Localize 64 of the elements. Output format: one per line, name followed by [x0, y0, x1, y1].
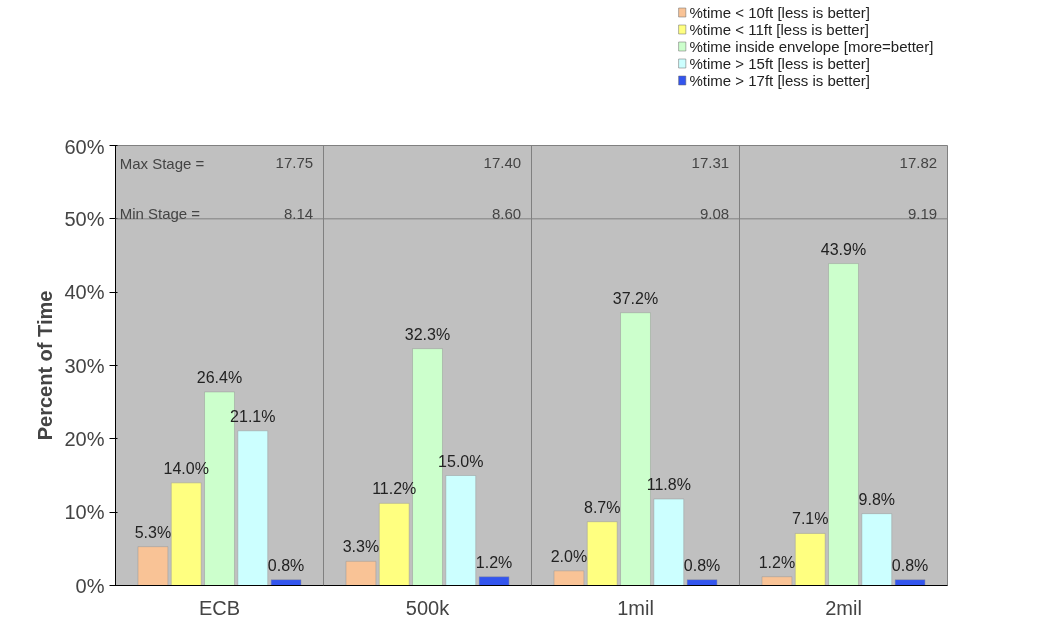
y-tick-label: 10% [64, 501, 105, 524]
legend-label: %time > 17ft [less is better] [689, 72, 870, 89]
bar [237, 430, 269, 586]
data-label: 0.8% [891, 556, 929, 574]
data-label: 5.3% [134, 523, 172, 541]
data-label: 11.8% [646, 475, 691, 493]
legend-label: %time < 11ft [less is better] [689, 21, 869, 38]
bar [478, 576, 510, 586]
annotation: Min Stage = [119, 205, 201, 223]
data-label: 43.9% [820, 240, 867, 258]
y-tick-label: 30% [64, 354, 105, 377]
annotation: 8.60 [491, 204, 522, 222]
data-label: 8.7% [583, 498, 621, 516]
annotation: 17.82 [899, 154, 938, 172]
bar [586, 521, 618, 586]
annotation: 17.40 [483, 154, 522, 172]
bar [653, 498, 685, 586]
bar [345, 561, 377, 586]
data-label: 26.4% [196, 368, 243, 386]
x-tick-label: ECB [198, 596, 241, 619]
data-label: 7.1% [791, 510, 829, 528]
data-label: 2.0% [550, 547, 588, 565]
legend-label: %time > 15ft [less is better] [689, 55, 870, 72]
bar [761, 576, 793, 586]
data-label: 0.8% [683, 556, 721, 574]
annotation: 17.31 [691, 154, 730, 172]
y-tick-label: 60% [64, 135, 105, 158]
data-label: 1.2% [475, 553, 513, 571]
data-label: 11.2% [372, 480, 417, 498]
bar [861, 513, 893, 586]
data-label: 21.1% [230, 407, 276, 425]
bar [270, 579, 302, 586]
data-label: 14.0% [163, 459, 209, 477]
annotation: 17.75 [275, 154, 314, 172]
data-label: 3.3% [342, 538, 380, 556]
y-tick-label: 40% [64, 281, 105, 304]
legend-label: %time < 10ft [less is better] [689, 4, 870, 21]
data-label: 0.8% [267, 556, 305, 574]
x-tick-label: 500k [405, 596, 451, 619]
y-tick-label: 0% [75, 574, 105, 597]
bar [137, 546, 169, 586]
bar [378, 503, 410, 586]
data-label: 32.3% [404, 325, 451, 343]
bar [445, 475, 477, 586]
annotation: 9.19 [907, 204, 938, 222]
x-tick-label: 1mil [617, 596, 654, 619]
y-axis-title: Percent of Time [34, 290, 57, 441]
bar [170, 482, 202, 586]
y-tick-label: 20% [64, 427, 105, 450]
data-label: 15.0% [438, 452, 484, 470]
bar [828, 263, 859, 586]
bar [553, 570, 585, 586]
y-tick-label: 50% [64, 207, 105, 230]
bar [794, 533, 826, 586]
data-label: 37.2% [612, 289, 659, 307]
bar [894, 579, 926, 586]
data-label: 1.2% [758, 553, 796, 571]
x-tick-label: 2mil [825, 596, 862, 619]
legend-label: %time inside envelope [more=better] [689, 38, 934, 55]
data-label: 9.8% [858, 490, 896, 508]
annotation: 8.14 [283, 204, 314, 222]
annotation: 9.08 [699, 204, 730, 222]
annotation: Max Stage = [119, 154, 205, 172]
bar [686, 579, 718, 586]
